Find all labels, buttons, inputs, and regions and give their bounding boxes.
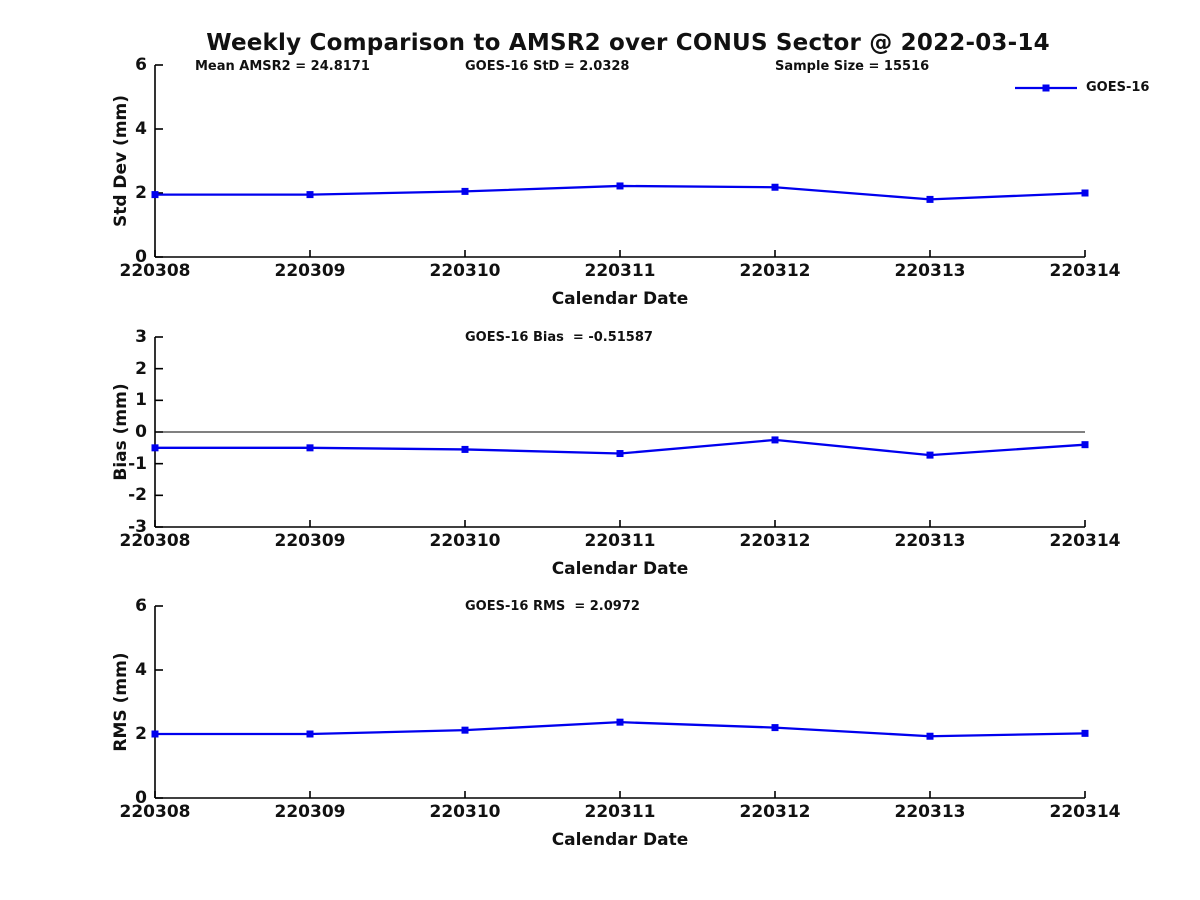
x-axis-title: Calendar Date <box>551 289 689 309</box>
y-tick-label: 6 <box>135 55 147 75</box>
x-tick-label: 220314 <box>1049 531 1121 551</box>
data-point-marker <box>616 450 624 458</box>
x-tick-label: 220308 <box>119 802 191 822</box>
chart-annotation: GOES-16 Bias = -0.51587 <box>465 330 653 345</box>
data-point-marker <box>616 718 624 726</box>
data-point-marker <box>1081 189 1089 197</box>
data-point-marker <box>616 182 624 190</box>
y-tick-label: 0 <box>135 247 147 267</box>
data-point-marker <box>151 191 159 199</box>
data-point-marker <box>461 726 469 734</box>
x-tick-label: 220310 <box>429 802 501 822</box>
data-point-marker <box>306 444 314 452</box>
x-tick-label: 220312 <box>739 531 811 551</box>
y-axis-title: Std Dev (mm) <box>111 94 131 228</box>
x-axis-title: Calendar Date <box>551 830 689 850</box>
data-point-marker <box>461 445 469 453</box>
x-tick-label: 220309 <box>274 261 346 281</box>
x-tick-label: 220314 <box>1049 802 1121 822</box>
data-point-marker <box>1081 441 1089 449</box>
x-tick-label: 220308 <box>119 531 191 551</box>
chart-annotation: Mean AMSR2 = 24.8171 <box>195 59 370 74</box>
data-point-marker <box>151 444 159 452</box>
y-tick-label: 2 <box>135 724 147 744</box>
y-tick-label: 0 <box>135 788 147 808</box>
x-tick-label: 220314 <box>1049 261 1121 281</box>
y-tick-label: 4 <box>135 119 147 139</box>
chart-annotation: GOES-16 RMS = 2.0972 <box>465 599 640 614</box>
x-tick-label: 220310 <box>429 261 501 281</box>
figure-title: Weekly Comparison to AMSR2 over CONUS Se… <box>206 30 1050 56</box>
data-point-marker <box>306 191 314 199</box>
x-tick-label: 220313 <box>894 802 966 822</box>
data-point-marker <box>306 730 314 738</box>
y-tick-label: 2 <box>135 183 147 203</box>
data-point-marker <box>771 724 779 732</box>
x-tick-label: 220313 <box>894 531 966 551</box>
chart-std-dev <box>151 64 1089 258</box>
legend-marker <box>1042 84 1050 91</box>
chart-rms <box>151 605 1089 799</box>
y-tick-label: -1 <box>128 453 147 474</box>
x-tick-label: 220310 <box>429 531 501 551</box>
data-point-marker <box>1081 729 1089 737</box>
data-point-marker <box>151 730 159 738</box>
x-tick-label: 220308 <box>119 261 191 281</box>
x-tick-label: 220313 <box>894 261 966 281</box>
y-axis-title: RMS (mm) <box>111 652 131 752</box>
y-tick-label: -3 <box>128 517 147 537</box>
x-tick-label: 220312 <box>739 802 811 822</box>
x-tick-label: 220311 <box>584 261 656 281</box>
x-tick-label: 220309 <box>274 531 346 551</box>
data-point-marker <box>771 436 779 444</box>
x-tick-label: 220309 <box>274 802 346 822</box>
chart-annotation: Sample Size = 15516 <box>775 59 930 74</box>
data-point-marker <box>771 183 779 191</box>
x-axis-title: Calendar Date <box>551 559 689 579</box>
chart-annotation: GOES-16 StD = 2.0328 <box>465 59 630 74</box>
y-tick-label: 0 <box>135 422 147 442</box>
y-axis-title: Bias (mm) <box>111 383 131 481</box>
legend-line-sample <box>1015 84 1077 91</box>
data-point-marker <box>461 187 469 195</box>
y-tick-label: 4 <box>135 660 147 680</box>
y-tick-label: 3 <box>135 327 147 347</box>
y-tick-label: 1 <box>135 390 147 411</box>
y-tick-label: -2 <box>128 485 147 506</box>
data-point-marker <box>926 451 934 459</box>
data-point-marker <box>926 732 934 740</box>
data-point-marker <box>926 195 934 203</box>
x-tick-label: 220312 <box>739 261 811 281</box>
x-tick-label: 220311 <box>584 531 656 551</box>
y-tick-label: 6 <box>135 596 147 616</box>
legend: GOES-16 <box>1014 80 1149 95</box>
y-tick-label: 2 <box>135 358 147 379</box>
chart-bias <box>151 336 1089 528</box>
legend-series-label: GOES-16 <box>1086 80 1150 95</box>
x-tick-label: 220311 <box>584 802 656 822</box>
